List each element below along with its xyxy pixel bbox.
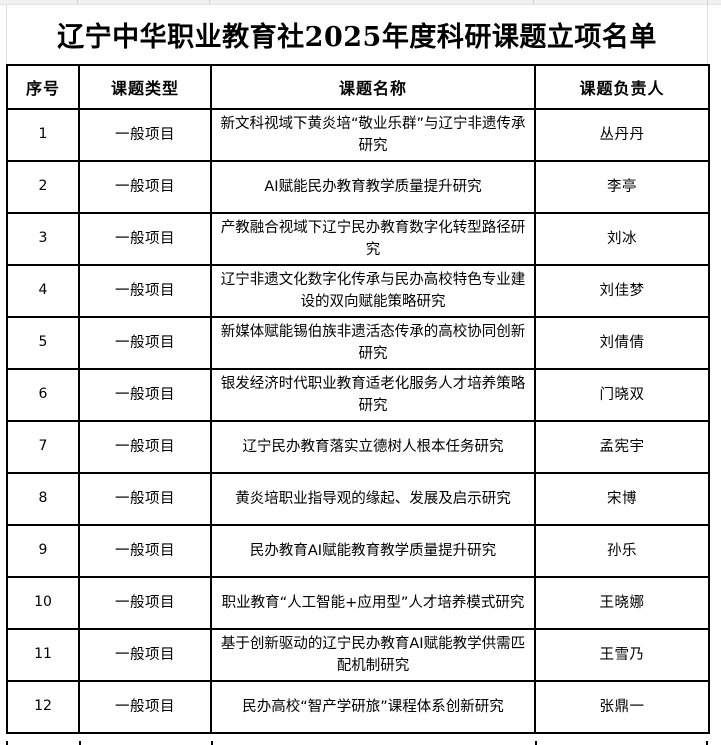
cell-lead: 王雪乃 [534,628,710,682]
cell-type: 一般项目 [78,524,212,578]
cell-name: 黄炎培职业指导观的缘起、发展及启示研究 [210,472,536,526]
document-title-row: 辽宁中华职业教育社2025年度科研课题立项名单 [6,5,708,64]
cell-lead: 李亭 [534,160,710,214]
cell-name: 辽宁非遗文化数字化传承与民办高校特色专业建设的双向赋能策略研究 [210,264,536,318]
clipped-row-strip-top [0,0,721,5]
cell-seq: 9 [6,524,80,578]
table-row: 7 一般项目 辽宁民办教育落实立德树人根本任务研究 孟宪宇 [6,420,710,474]
project-list-table: 序号 课题类型 课题名称 课题负责人 1 一般项目 新文科视域下黄炎培“敬业乐群… [6,64,710,734]
cell-type: 一般项目 [78,212,212,266]
column-header-lead: 课题负责人 [534,64,710,110]
table-row: 8 一般项目 黄炎培职业指导观的缘起、发展及启示研究 宋博 [6,472,710,526]
cell-seq: 6 [6,368,80,422]
cell-type: 一般项目 [78,316,212,370]
cell-seq: 2 [6,160,80,214]
cell-lead: 孟宪宇 [534,420,710,474]
cell-lead: 张鼎一 [534,680,710,734]
cell-lead: 刘倩倩 [534,316,710,370]
cell-type: 一般项目 [78,264,212,318]
page-title: 辽宁中华职业教育社2025年度科研课题立项名单 [57,22,657,53]
table-row: 4 一般项目 辽宁非遗文化数字化传承与民办高校特色专业建设的双向赋能策略研究 刘… [6,264,710,318]
cell-seq: 12 [6,680,80,734]
clipped-row-strip-bottom [6,741,708,745]
cell-lead: 刘佳梦 [534,264,710,318]
cell-lead: 门晓双 [534,368,710,422]
cell-lead: 丛丹丹 [534,108,710,162]
cell-lead: 刘冰 [534,212,710,266]
column-header-seq: 序号 [6,64,80,110]
table-row: 2 一般项目 AI赋能民办教育教学质量提升研究 李亭 [6,160,710,214]
cell-seq: 1 [6,108,80,162]
cell-name: 职业教育“人工智能+应用型”人才培养模式研究 [210,576,536,630]
cell-seq: 3 [6,212,80,266]
cell-type: 一般项目 [78,368,212,422]
cell-type: 一般项目 [78,420,212,474]
table-header-row: 序号 课题类型 课题名称 课题负责人 [6,64,710,110]
cell-seq: 10 [6,576,80,630]
cell-seq: 11 [6,628,80,682]
cell-name: 基于创新驱动的辽宁民办教育AI赋能教学供需匹配机制研究 [210,628,536,682]
table-header: 序号 课题类型 课题名称 课题负责人 [6,64,710,110]
cell-name: 银发经济时代职业教育适老化服务人才培养策略研究 [210,368,536,422]
cell-lead: 王晓娜 [534,576,710,630]
table-row: 3 一般项目 产教融合视域下辽宁民办教育数字化转型路径研究 刘冰 [6,212,710,266]
cell-name: 民办教育AI赋能教育教学质量提升研究 [210,524,536,578]
column-header-type: 课题类型 [78,64,212,110]
table-body: 1 一般项目 新文科视域下黄炎培“敬业乐群”与辽宁非遗传承研究 丛丹丹 2 一般… [6,108,710,734]
cell-name: 产教融合视域下辽宁民办教育数字化转型路径研究 [210,212,536,266]
cell-seq: 5 [6,316,80,370]
cell-type: 一般项目 [78,576,212,630]
cell-seq: 7 [6,420,80,474]
cell-name: 辽宁民办教育落实立德树人根本任务研究 [210,420,536,474]
cell-type: 一般项目 [78,108,212,162]
column-header-name: 课题名称 [210,64,536,110]
cell-name: 新文科视域下黄炎培“敬业乐群”与辽宁非遗传承研究 [210,108,536,162]
cell-type: 一般项目 [78,160,212,214]
cell-seq: 8 [6,472,80,526]
cell-type: 一般项目 [78,472,212,526]
cell-type: 一般项目 [78,628,212,682]
cell-lead: 孙乐 [534,524,710,578]
table-row: 1 一般项目 新文科视域下黄炎培“敬业乐群”与辽宁非遗传承研究 丛丹丹 [6,108,710,162]
cell-name: 民办高校“智产学研旅”课程体系创新研究 [210,680,536,734]
cell-seq: 4 [6,264,80,318]
table-row: 10 一般项目 职业教育“人工智能+应用型”人才培养模式研究 王晓娜 [6,576,710,630]
cell-name: 新媒体赋能锡伯族非遗活态传承的高校协同创新研究 [210,316,536,370]
table-row: 6 一般项目 银发经济时代职业教育适老化服务人才培养策略研究 门晓双 [6,368,710,422]
cell-type: 一般项目 [78,680,212,734]
cell-lead: 宋博 [534,472,710,526]
table-row: 5 一般项目 新媒体赋能锡伯族非遗活态传承的高校协同创新研究 刘倩倩 [6,316,710,370]
cell-name: AI赋能民办教育教学质量提升研究 [210,160,536,214]
table-row: 11 一般项目 基于创新驱动的辽宁民办教育AI赋能教学供需匹配机制研究 王雪乃 [6,628,710,682]
table-row: 9 一般项目 民办教育AI赋能教育教学质量提升研究 孙乐 [6,524,710,578]
table-row: 12 一般项目 民办高校“智产学研旅”课程体系创新研究 张鼎一 [6,680,710,734]
